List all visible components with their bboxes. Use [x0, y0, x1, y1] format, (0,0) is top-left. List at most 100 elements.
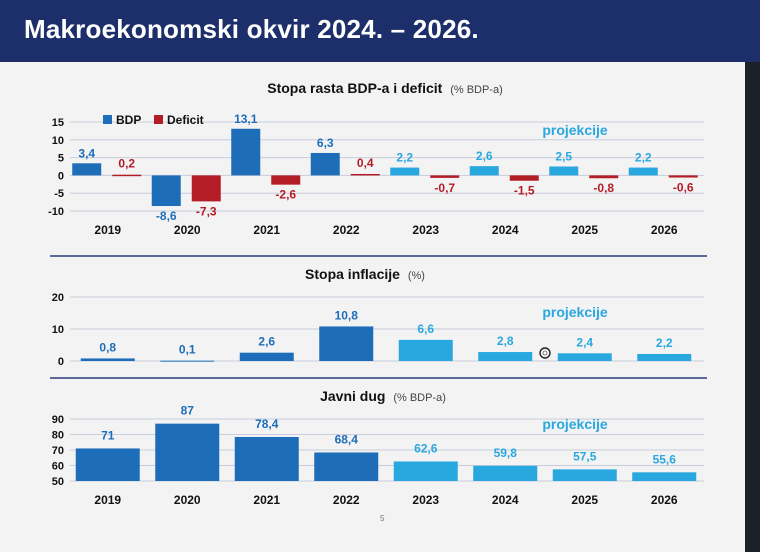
- gdp-bar: [310, 152, 340, 176]
- debt-y-tick-label: 90: [52, 414, 64, 426]
- debt-y-tick-label: 80: [52, 430, 64, 442]
- inflation-bar: [80, 358, 135, 361]
- inflation-gridlines: [70, 296, 704, 362]
- gdp-x-tick-label: 2021: [253, 223, 280, 237]
- deficit-data-label: -1,5: [514, 184, 535, 198]
- deficit-bar: [271, 175, 301, 185]
- deficit-data-label: 0,4: [357, 156, 374, 170]
- debt-bar: [473, 465, 538, 481]
- debt-x-tick-label: 2026: [651, 493, 678, 507]
- inflation-data-label: 6,6: [417, 322, 434, 336]
- debt-data-label: 68,4: [335, 432, 359, 446]
- debt-x-tick-label: 2020: [174, 493, 201, 507]
- deficit-bar: [350, 173, 380, 176]
- debt-x-tick-label: 2025: [571, 493, 598, 507]
- slide-title: Makroekonomski okvir 2024. – 2026.: [24, 14, 479, 44]
- debt-chart-title-main: Javni dug: [320, 388, 385, 404]
- gdp-gridlines: [70, 121, 704, 212]
- debt-x-tick-label: 2022: [333, 493, 360, 507]
- debt-x-tick-label: 2021: [253, 493, 280, 507]
- debt-bar: [314, 452, 379, 481]
- gdp-y-axis: 15 10 5 0 -5 -10: [48, 117, 64, 218]
- inflation-data-label: 10,8: [335, 308, 359, 322]
- gdp-bar: [390, 167, 420, 176]
- gdp-legend: BDP Deficit: [103, 113, 204, 127]
- gdp-x-tick-label: 2025: [571, 223, 598, 237]
- deficit-bar: [589, 175, 619, 179]
- debt-chart-title: Javni dug (% BDP-a): [320, 388, 446, 404]
- gdp-x-tick-label: 2023: [412, 223, 439, 237]
- mouse-cursor-icon: [539, 347, 551, 359]
- debt-bar: [75, 448, 140, 481]
- inflation-y-tick-label: 20: [52, 292, 64, 304]
- inflation-bar: [239, 352, 294, 361]
- legend-label-deficit: Deficit: [167, 113, 204, 127]
- debt-data-label: 55,6: [653, 452, 677, 466]
- inflation-projection-label: projekcije: [542, 304, 608, 320]
- gdp-data-label: 2,2: [396, 151, 413, 165]
- inflation-chart-unit: (%): [408, 270, 425, 282]
- gdp-bar: [549, 166, 579, 176]
- gdp-data-label: 2,5: [555, 150, 572, 164]
- gdp-y-tick-label: -5: [54, 188, 64, 200]
- inflation-y-tick-label: 10: [52, 324, 64, 336]
- legend-swatch-bdp: [103, 115, 112, 124]
- page-number: 5: [380, 514, 385, 523]
- window-edge: [745, 62, 760, 552]
- gdp-bar: [469, 166, 499, 176]
- gdp-y-tick-label: -10: [48, 206, 64, 218]
- inflation-bar: [637, 353, 692, 361]
- debt-bars: 71 87 78,4 68,4 62,6 59,8 57,5 55,6: [75, 404, 697, 481]
- gdp-data-label: -8,6: [156, 209, 177, 223]
- gdp-chart-title-main: Stopa rasta BDP-a i deficit: [267, 80, 442, 96]
- debt-chart-unit: (% BDP-a): [393, 392, 446, 404]
- inflation-bar: [398, 339, 453, 361]
- debt-data-label: 57,5: [573, 449, 597, 463]
- debt-projection-label: projekcije: [542, 416, 608, 432]
- legend-swatch-deficit: [154, 115, 163, 124]
- gdp-y-tick-label: 15: [52, 117, 64, 129]
- deficit-bar: [430, 175, 460, 178]
- debt-y-tick-label: 60: [52, 461, 64, 473]
- debt-bar: [393, 461, 458, 481]
- debt-x-axis: 2019 2020 2021 2022 2023 2024 2025 2026: [94, 493, 678, 507]
- debt-y-tick-label: 70: [52, 445, 64, 457]
- debt-bar: [552, 469, 617, 481]
- inflation-data-label: 2,6: [258, 335, 275, 349]
- debt-x-tick-label: 2023: [412, 493, 439, 507]
- deficit-data-label: -0,7: [434, 181, 455, 195]
- deficit-data-label: -2,6: [275, 188, 296, 202]
- inflation-data-label: 2,2: [656, 336, 673, 350]
- gdp-projection-label: projekcije: [542, 122, 608, 138]
- deficit-bar: [509, 175, 539, 181]
- gdp-chart-unit: (% BDP-a): [450, 84, 503, 96]
- inflation-bar: [319, 326, 374, 361]
- gdp-y-tick-label: 0: [58, 170, 64, 182]
- deficit-data-label: -0,8: [593, 181, 614, 195]
- deficit-bar: [191, 175, 221, 202]
- gdp-y-tick-label: 5: [58, 153, 64, 165]
- inflation-bar: [478, 352, 533, 361]
- deficit-data-label: -7,3: [196, 204, 217, 218]
- deficit-bar: [668, 175, 698, 178]
- gdp-data-label: 2,6: [476, 149, 493, 163]
- gdp-data-label: 6,3: [317, 136, 334, 150]
- gdp-x-tick-label: 2020: [174, 223, 201, 237]
- deficit-data-label: 0,2: [118, 157, 135, 171]
- debt-bar: [632, 472, 697, 481]
- inflation-bars: 0,8 0,1 2,6 10,8 6,6 2,8 2,4 2,2: [80, 308, 692, 362]
- gdp-bar: [231, 128, 261, 176]
- inflation-chart-title: Stopa inflacije (%): [305, 266, 425, 282]
- deficit-bar: [112, 174, 142, 177]
- gdp-x-tick-label: 2022: [333, 223, 360, 237]
- gdp-x-axis: 2019 2020 2021 2022 2023 2024 2025 2026: [94, 223, 678, 237]
- inflation-data-label: 0,8: [99, 340, 116, 354]
- debt-data-label: 78,4: [255, 417, 279, 431]
- debt-x-tick-label: 2024: [492, 493, 519, 507]
- debt-data-label: 62,6: [414, 441, 438, 455]
- inflation-y-axis: 20 10 0: [52, 292, 64, 368]
- inflation-data-label: 0,1: [179, 343, 196, 357]
- debt-bar: [155, 423, 220, 481]
